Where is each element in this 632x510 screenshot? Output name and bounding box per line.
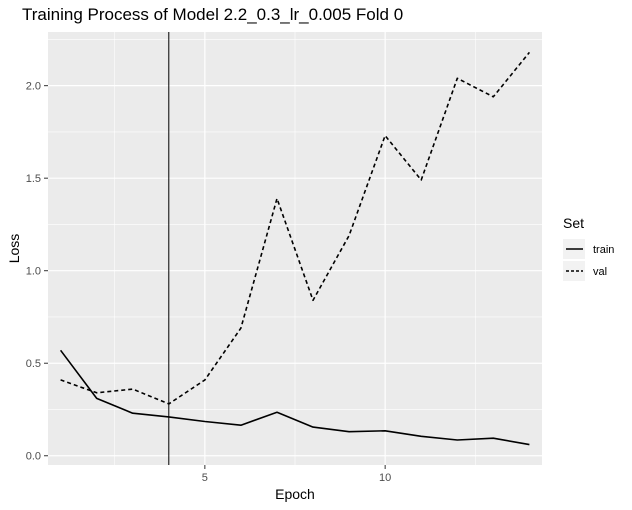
y-tick-label: 0.0 [26, 451, 41, 463]
x-axis-title: Epoch [275, 486, 315, 502]
y-axis-title: Loss [6, 234, 22, 264]
x-tick-label: 10 [379, 472, 391, 484]
x-tick-label: 5 [202, 472, 208, 484]
series-line-train [59, 349, 530, 446]
y-tick-label: 2.0 [26, 81, 41, 93]
legend-label-val: val [593, 266, 607, 278]
series-line-val [60, 51, 531, 405]
legend-label-train: train [593, 244, 614, 256]
y-tick-label: 0.5 [26, 358, 41, 370]
legend-title: Set [563, 215, 584, 231]
y-tick-label: 1.0 [26, 266, 41, 278]
y-tick-label: 1.5 [26, 173, 41, 185]
chart-title: Training Process of Model 2.2_0.3_lr_0.0… [22, 5, 404, 24]
